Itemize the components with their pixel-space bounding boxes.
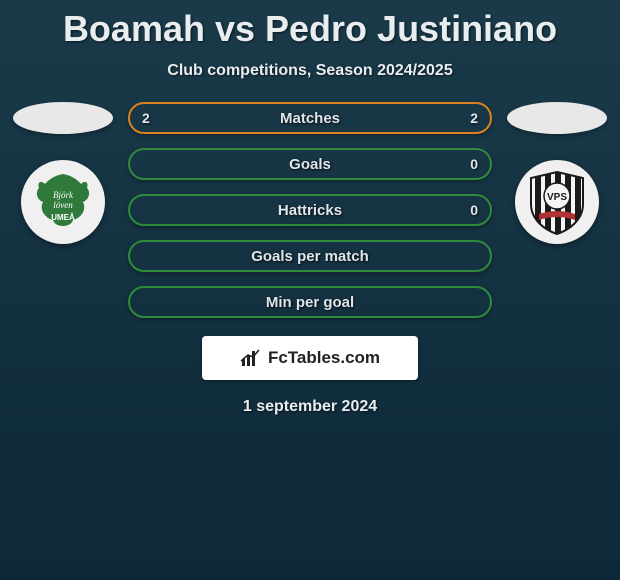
stat-bars: 2 Matches 2 Goals 0 Hattricks 0 Goals pe…	[118, 102, 502, 318]
right-club-badge: VPS	[515, 160, 599, 244]
comparison-row: Björk löven UMEÅ 2 Matches 2 Goals 0 Hat…	[0, 102, 620, 318]
bar-matches-label: Matches	[280, 110, 340, 127]
subtitle: Club competitions, Season 2024/2025	[0, 62, 620, 80]
svg-text:löven: löven	[53, 200, 73, 210]
svg-text:UMEÅ: UMEÅ	[51, 213, 75, 222]
left-player-ellipse	[13, 102, 113, 134]
bar-chart-icon	[240, 347, 262, 369]
bar-hattricks-right: 0	[470, 202, 478, 218]
right-player-ellipse	[507, 102, 607, 134]
bar-min-per-goal: Min per goal	[128, 286, 492, 318]
svg-text:VPS: VPS	[547, 192, 567, 203]
bar-matches: 2 Matches 2	[128, 102, 492, 134]
bar-goals-right: 0	[470, 156, 478, 172]
left-player-col: Björk löven UMEÅ	[8, 102, 118, 244]
right-player-col: VPS	[502, 102, 612, 244]
bar-mpg-label: Min per goal	[266, 294, 354, 311]
bjorkloven-badge-icon: Björk löven UMEÅ	[31, 170, 95, 234]
vps-badge-icon: VPS	[521, 166, 593, 238]
bar-matches-right: 2	[470, 110, 478, 126]
bar-hattricks: Hattricks 0	[128, 194, 492, 226]
bar-goals-per-match: Goals per match	[128, 240, 492, 272]
watermark: FcTables.com	[202, 336, 418, 380]
page-title: Boamah vs Pedro Justiniano	[0, 0, 620, 50]
left-club-badge: Björk löven UMEÅ	[21, 160, 105, 244]
bar-goals: Goals 0	[128, 148, 492, 180]
date: 1 september 2024	[0, 398, 620, 416]
bar-gpm-label: Goals per match	[251, 248, 369, 265]
bar-hattricks-label: Hattricks	[278, 202, 342, 219]
bar-matches-left: 2	[142, 110, 150, 126]
watermark-text: FcTables.com	[268, 348, 380, 368]
bar-goals-label: Goals	[289, 156, 331, 173]
svg-text:Björk: Björk	[53, 190, 74, 200]
